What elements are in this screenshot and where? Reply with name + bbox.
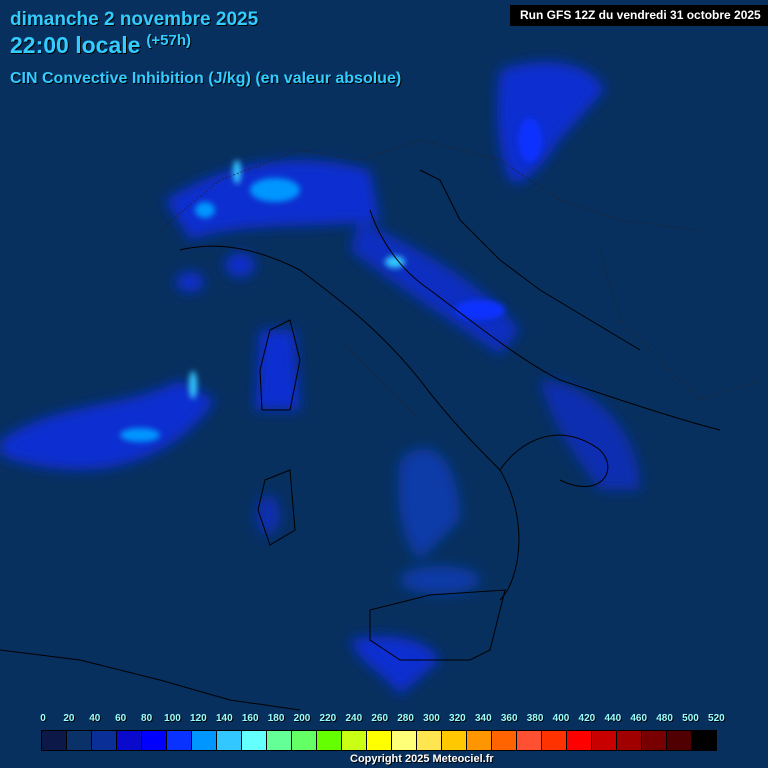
scale-swatch bbox=[217, 731, 242, 750]
scale-label: 320 bbox=[449, 713, 466, 724]
coastlines bbox=[0, 169, 721, 711]
scale-label: 500 bbox=[682, 713, 699, 724]
scale-swatch bbox=[542, 731, 567, 750]
scale-label: 280 bbox=[397, 713, 414, 724]
scale-label: 520 bbox=[708, 713, 725, 724]
scale-label: 160 bbox=[241, 713, 259, 724]
scale-label: 0 bbox=[40, 713, 46, 724]
scale-swatch bbox=[192, 731, 217, 750]
scale-swatch bbox=[167, 731, 192, 750]
scale-swatch bbox=[592, 731, 617, 750]
scale-label: 260 bbox=[371, 713, 389, 724]
local-time: 22:00 locale bbox=[10, 32, 141, 58]
scale-swatch bbox=[467, 731, 492, 750]
scale-swatch bbox=[267, 731, 292, 750]
scale-swatch bbox=[242, 731, 267, 750]
scale-swatch bbox=[117, 731, 142, 750]
scale-swatch bbox=[642, 731, 667, 750]
borders bbox=[159, 139, 761, 421]
scale-swatch bbox=[617, 731, 642, 750]
scale-label: 20 bbox=[63, 713, 75, 724]
scale-label: 440 bbox=[604, 713, 622, 724]
scale-swatch bbox=[367, 731, 392, 750]
forecast-time: 22:00 locale (+57h) bbox=[10, 32, 191, 59]
parameter-title: CIN Convective Inhibition (J/kg) (en val… bbox=[10, 70, 402, 87]
scale-label: 200 bbox=[293, 713, 311, 724]
scale-swatch bbox=[292, 731, 317, 750]
scale-label: 220 bbox=[319, 713, 337, 724]
scale-label: 140 bbox=[215, 713, 233, 724]
scale-swatch bbox=[417, 731, 442, 750]
scale-label: 120 bbox=[190, 713, 207, 724]
scale-label: 460 bbox=[630, 713, 648, 724]
cin-field bbox=[0, 61, 640, 695]
scale-label: 300 bbox=[423, 713, 440, 724]
scale-label: 40 bbox=[89, 713, 101, 724]
scale-label: 60 bbox=[115, 713, 127, 724]
scale-swatch bbox=[317, 731, 342, 750]
scale-swatch bbox=[567, 731, 592, 750]
scale-label: 100 bbox=[164, 713, 181, 724]
scale-label: 340 bbox=[474, 713, 492, 724]
scale-label: 420 bbox=[578, 713, 596, 724]
scale-label: 400 bbox=[552, 713, 570, 724]
forecast-date: dimanche 2 novembre 2025 bbox=[10, 9, 259, 30]
scale-swatch bbox=[517, 731, 542, 750]
scale-swatch bbox=[442, 731, 467, 750]
scale-label: 180 bbox=[267, 713, 285, 724]
scale-swatch bbox=[492, 731, 517, 750]
scale-swatch bbox=[142, 731, 167, 750]
scale-swatch bbox=[692, 731, 716, 750]
scale-label: 80 bbox=[141, 713, 153, 724]
scale-label: 240 bbox=[345, 713, 363, 724]
scale-swatch bbox=[67, 731, 92, 750]
scale-label: 480 bbox=[656, 713, 673, 724]
forecast-offset: (+57h) bbox=[146, 32, 192, 49]
color-scale bbox=[41, 730, 717, 751]
scale-swatch bbox=[392, 731, 417, 750]
scale-swatch bbox=[667, 731, 692, 750]
scale-swatch bbox=[42, 731, 67, 750]
scale-label: 360 bbox=[500, 713, 518, 724]
scale-label: 380 bbox=[526, 713, 544, 724]
run-info: Run GFS 12Z du vendredi 31 octobre 2025 bbox=[510, 5, 768, 26]
scale-swatch bbox=[92, 731, 117, 750]
copyright: Copyright 2025 Meteociel.fr bbox=[350, 753, 494, 765]
scale-swatch bbox=[342, 731, 367, 750]
